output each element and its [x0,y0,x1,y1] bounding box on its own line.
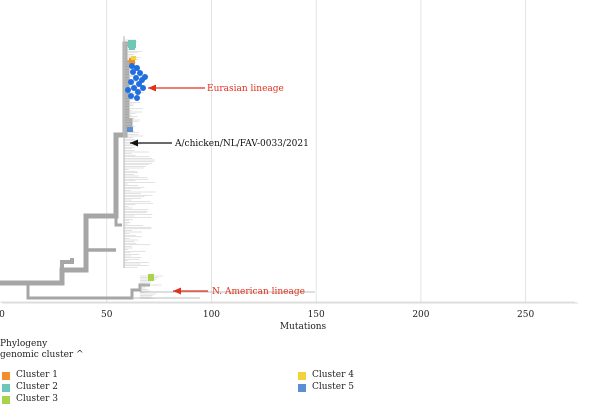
x-tick-label: 100 [203,310,220,320]
cluster-4-tip [131,56,136,60]
x-tick-label: 50 [101,310,113,320]
legend-item-cluster-2: Cluster 2 [2,382,58,393]
na-arrow-head [173,287,181,295]
grid-lines [106,0,527,303]
cluster-1-tip [129,58,135,64]
cluster-5-swatch [298,383,306,392]
legend-label: Cluster 2 [16,382,59,392]
legend-title: Phylogeny genomic cluster ^ [0,339,84,361]
x-axis: 0 50 100 150 200 250 [0,302,578,320]
cluster-5-tip [127,127,133,132]
annotations: Eurasian lineage A/chicken/NL/FAV-0033/2… [130,84,309,297]
legend-label: Cluster 4 [312,370,355,380]
cluster-4-swatch [298,371,306,380]
cluster-3-tip [148,274,154,281]
legend-title-line-2: genomic cluster ^ [0,350,84,360]
x-tick-label: 150 [308,310,325,320]
phylogenetic-tree: Eurasian lineage A/chicken/NL/FAV-0033/2… [0,0,578,332]
legend-item-cluster-1: Cluster 1 [2,370,58,381]
legend: Phylogeny genomic cluster ^ Cluster 1 Clu… [0,339,600,405]
x-tick-label: 0 [0,310,5,320]
branch [60,258,74,270]
legend-label: Cluster 3 [16,394,59,404]
cluster-1-swatch [2,371,10,380]
branch [114,135,122,227]
na-lineage-label: N. American lineage [212,287,305,297]
legend-item-cluster-4: Cluster 4 [298,370,354,381]
legend-item-cluster-3: Cluster 3 [2,394,58,405]
eurasian-tip-cluster [125,63,148,101]
x-tick-label: 250 [517,310,534,320]
cluster-2-tip [128,40,136,48]
branch [132,291,315,299]
branch [84,216,116,252]
legend-title-line-1: Phylogeny [0,339,48,349]
na-lineage-branch [0,281,150,300]
legend-label: Cluster 1 [16,370,59,380]
cluster-tips [125,40,154,281]
cluster-2-swatch [2,383,10,392]
x-tick-label: 200 [412,310,429,320]
backbone-branch [0,41,130,286]
cluster-2-tip [129,46,135,50]
legend-item-cluster-5: Cluster 5 [298,382,354,393]
eurasian-arrow-head [148,84,156,92]
eurasian-lineage-label: Eurasian lineage [207,84,284,94]
legend-label: Cluster 5 [312,382,355,392]
x-axis-title: Mutations [280,322,327,332]
cluster-3-swatch [2,395,10,404]
sample-label: A/chicken/NL/FAV-0033/2021 [174,139,309,149]
tree-branches [0,41,575,303]
sample-arrow-head [130,139,138,147]
